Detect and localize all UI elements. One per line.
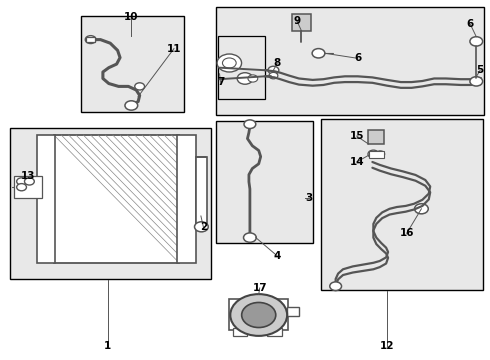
Circle shape	[244, 120, 256, 129]
Text: 5: 5	[477, 65, 484, 75]
Bar	[368, 130, 384, 144]
Text: 11: 11	[167, 44, 181, 54]
Bar	[37, 135, 55, 263]
Circle shape	[415, 204, 428, 214]
Text: 2: 2	[200, 222, 207, 232]
Bar	[233, 328, 247, 336]
Circle shape	[242, 302, 276, 328]
Circle shape	[330, 282, 342, 291]
Circle shape	[269, 72, 278, 79]
Text: 14: 14	[349, 157, 364, 167]
Text: 15: 15	[349, 131, 364, 141]
Circle shape	[470, 37, 483, 46]
Text: 6: 6	[354, 53, 361, 63]
Circle shape	[195, 222, 208, 232]
Circle shape	[244, 233, 256, 242]
Text: 6: 6	[467, 19, 474, 30]
Circle shape	[24, 178, 34, 185]
Bar	[216, 7, 484, 115]
Text: 12: 12	[380, 341, 394, 351]
Bar	[292, 14, 311, 31]
Bar	[54, 135, 179, 263]
Circle shape	[125, 101, 138, 110]
Circle shape	[470, 77, 483, 86]
Text: 16: 16	[399, 228, 414, 238]
Circle shape	[222, 58, 236, 68]
Bar	[196, 157, 207, 225]
Circle shape	[17, 178, 26, 185]
Text: 7: 7	[217, 77, 224, 87]
Text: 1: 1	[104, 341, 111, 351]
Text: 13: 13	[21, 171, 36, 181]
Bar	[81, 16, 184, 112]
Bar	[369, 151, 384, 158]
Bar	[267, 328, 282, 336]
Circle shape	[230, 294, 287, 336]
Text: 3: 3	[305, 193, 312, 203]
Bar	[177, 135, 196, 263]
Bar	[86, 37, 95, 42]
Bar	[10, 128, 211, 279]
Bar	[216, 121, 313, 243]
Text: 9: 9	[294, 16, 300, 26]
Bar	[321, 119, 483, 290]
Circle shape	[312, 49, 325, 58]
Circle shape	[135, 83, 145, 90]
Circle shape	[376, 151, 385, 157]
Text: 4: 4	[273, 251, 281, 261]
Text: 10: 10	[124, 12, 139, 22]
Circle shape	[217, 54, 242, 72]
Circle shape	[85, 36, 96, 44]
Text: 17: 17	[252, 283, 267, 293]
Text: 8: 8	[274, 58, 281, 68]
Bar	[287, 307, 299, 316]
Circle shape	[237, 73, 253, 84]
Circle shape	[368, 150, 379, 158]
Circle shape	[248, 75, 258, 82]
Circle shape	[268, 66, 279, 74]
Bar	[14, 176, 42, 198]
Bar	[218, 36, 265, 99]
Circle shape	[17, 184, 26, 191]
Bar	[229, 299, 288, 330]
